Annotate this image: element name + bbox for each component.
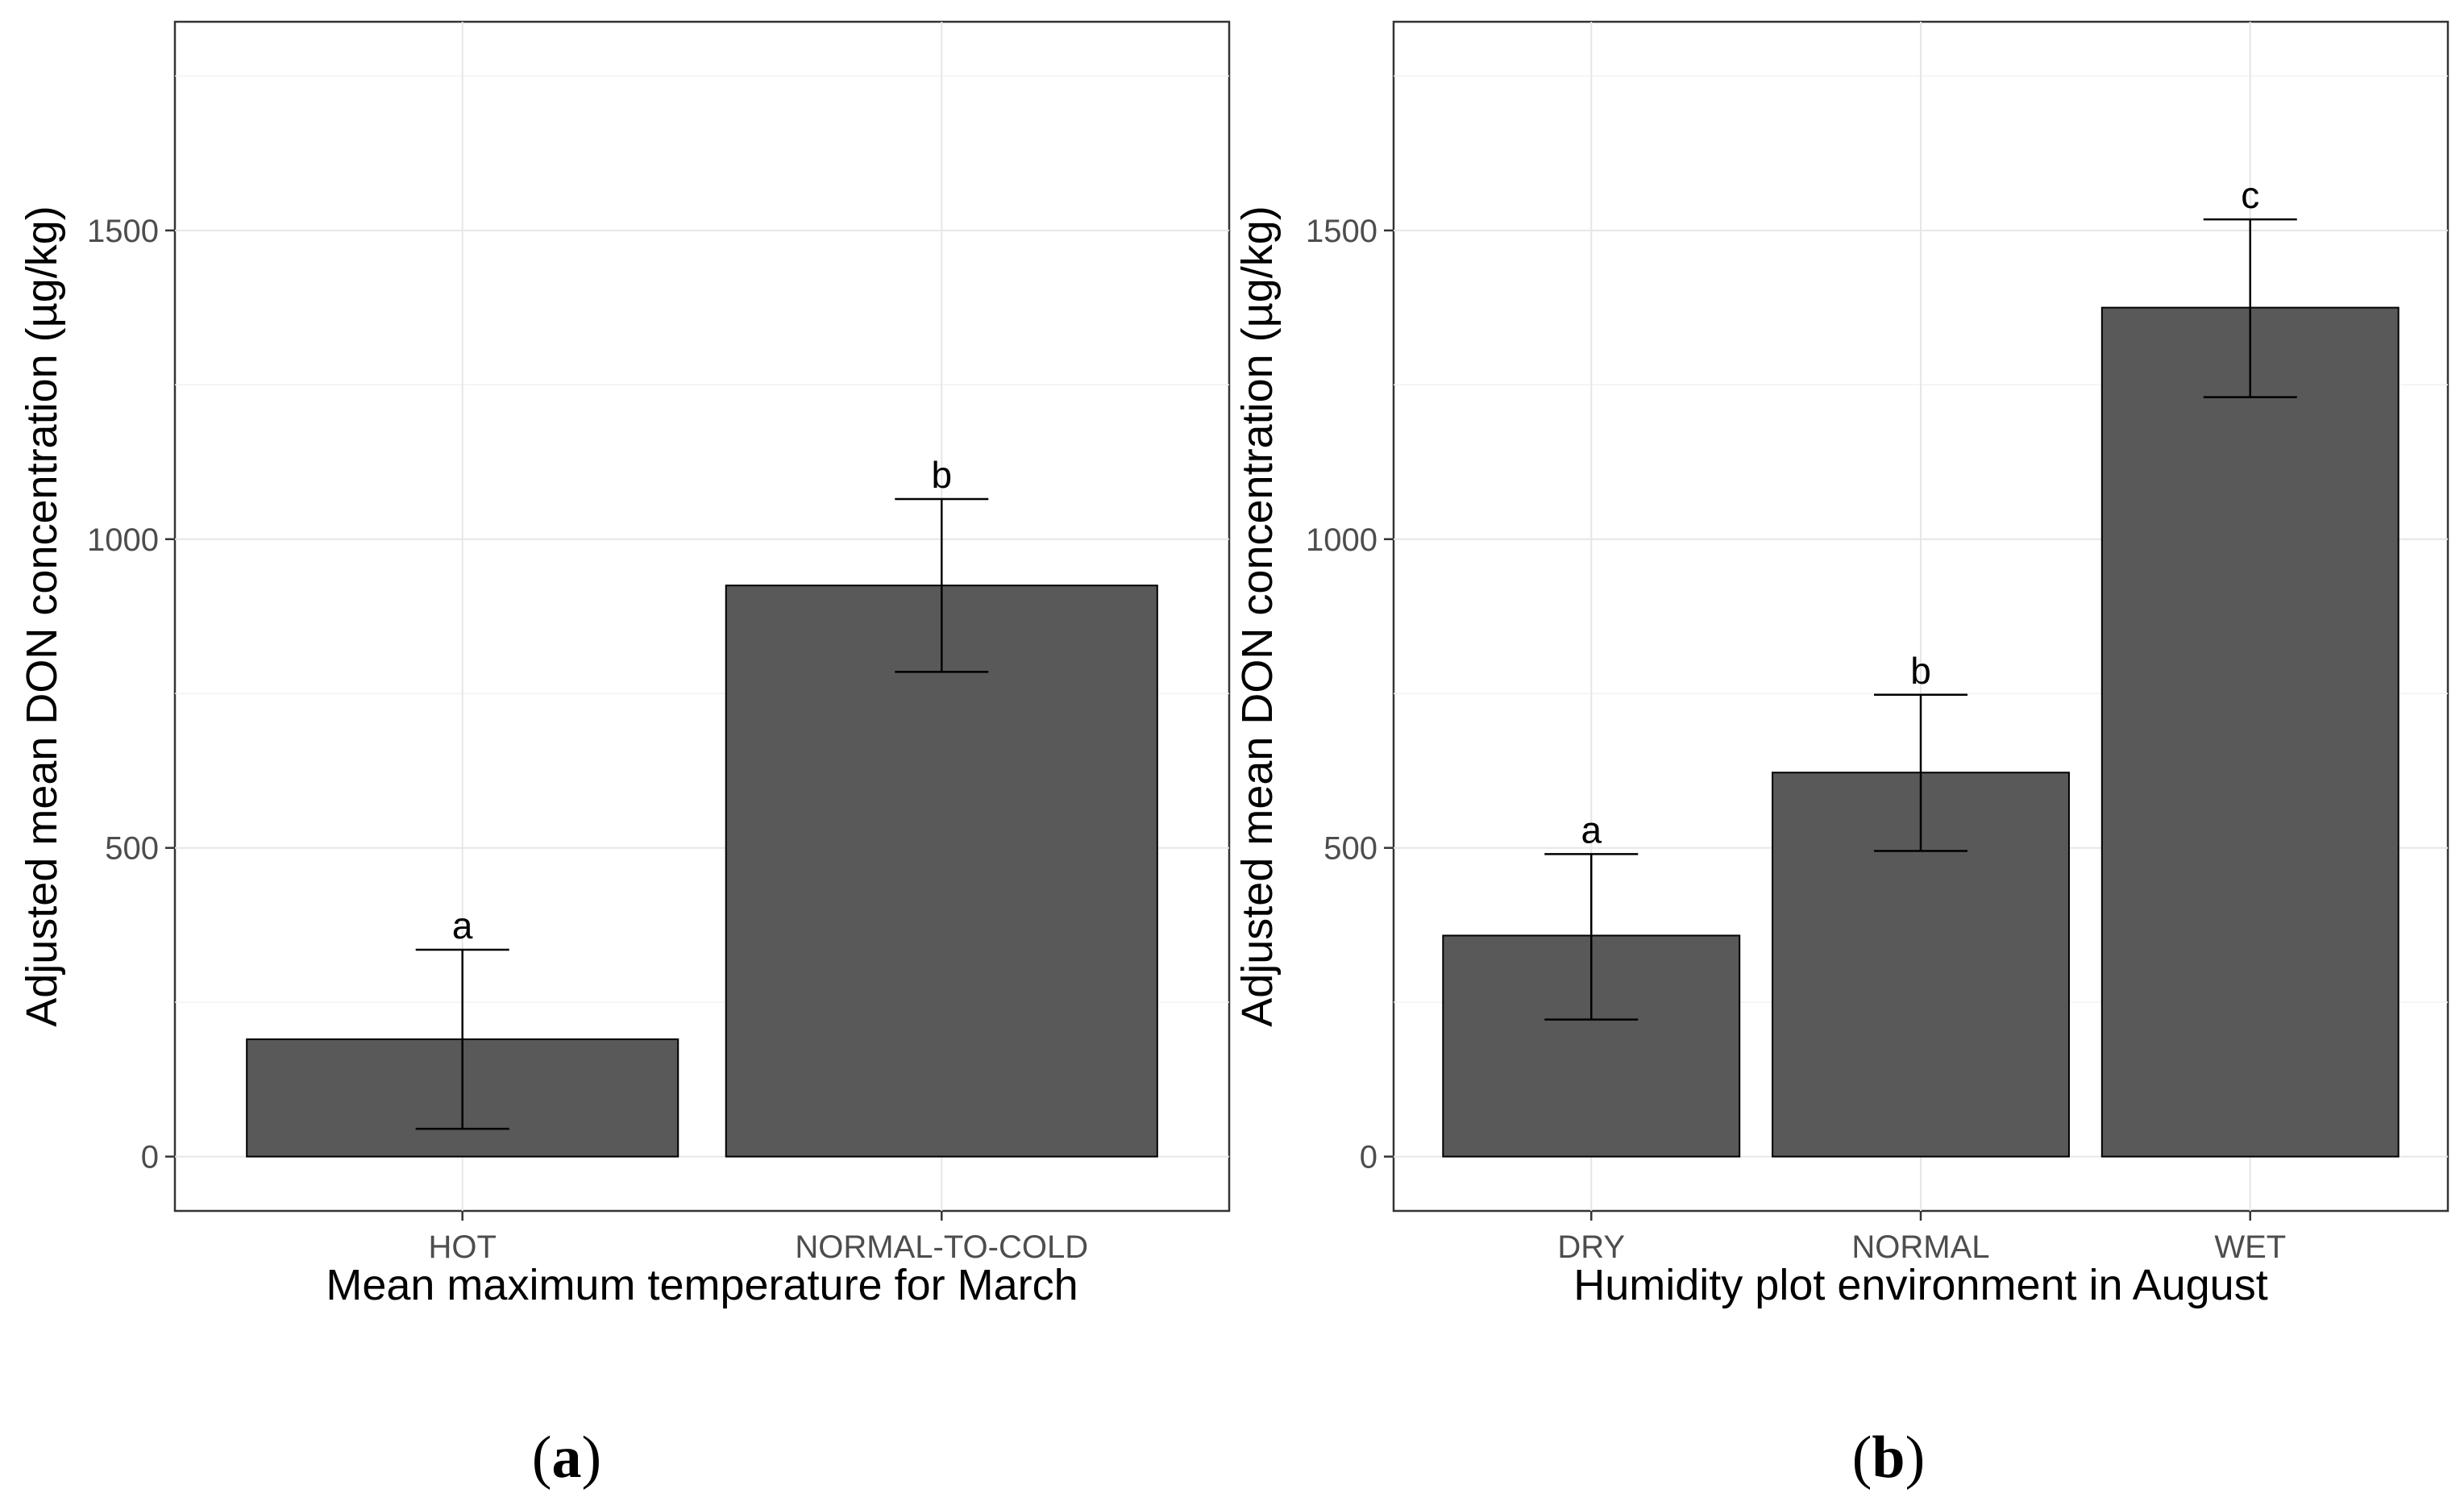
x-tick-label: NORMAL xyxy=(1851,1229,1989,1265)
panel-caption-open-paren: ( xyxy=(532,1425,552,1491)
significance-letter: b xyxy=(931,454,952,496)
y-tick-label: 1500 xyxy=(87,214,159,249)
y-axis-title: Adjusted mean DON concentration (µg/kg) xyxy=(1233,206,1282,1027)
significance-letter: a xyxy=(452,905,473,946)
bar-wet xyxy=(2100,306,2400,1158)
x-axis-title: Mean maximum temperature for March xyxy=(326,1261,1078,1309)
panel-caption-letter: a xyxy=(552,1425,582,1491)
panel-caption-close-paren: ) xyxy=(1905,1425,1926,1491)
significance-letter: c xyxy=(2241,174,2259,216)
y-tick-label: 0 xyxy=(141,1140,159,1175)
panel-caption: (a) xyxy=(532,1425,601,1491)
y-axis-title: Adjusted mean DON concentration (µg/kg) xyxy=(18,206,66,1027)
panel-caption-letter: b xyxy=(1872,1425,1905,1491)
panel-caption-close-paren: ) xyxy=(582,1425,602,1491)
x-tick-label: NORMAL-TO-COLD xyxy=(795,1229,1088,1265)
y-tick-label: 0 xyxy=(1360,1140,1377,1175)
y-tick-label: 500 xyxy=(105,831,159,867)
significance-letter: a xyxy=(1581,809,1602,851)
x-axis-title: Humidity plot environment in August xyxy=(1573,1261,2267,1309)
y-tick-label: 1500 xyxy=(1306,214,1377,249)
panel-caption-open-paren: ( xyxy=(1852,1425,1872,1491)
y-tick-label: 500 xyxy=(1323,831,1377,867)
x-tick-label: WET xyxy=(2214,1229,2286,1265)
y-tick-label: 1000 xyxy=(1306,522,1377,558)
x-tick-label: DRY xyxy=(1557,1229,1625,1265)
panel-caption: (b) xyxy=(1852,1425,1925,1491)
bar-normal-to-cold xyxy=(725,585,1158,1158)
y-tick-label: 1000 xyxy=(87,522,159,558)
significance-letter: b xyxy=(1910,650,1931,692)
x-tick-label: HOT xyxy=(429,1229,497,1265)
